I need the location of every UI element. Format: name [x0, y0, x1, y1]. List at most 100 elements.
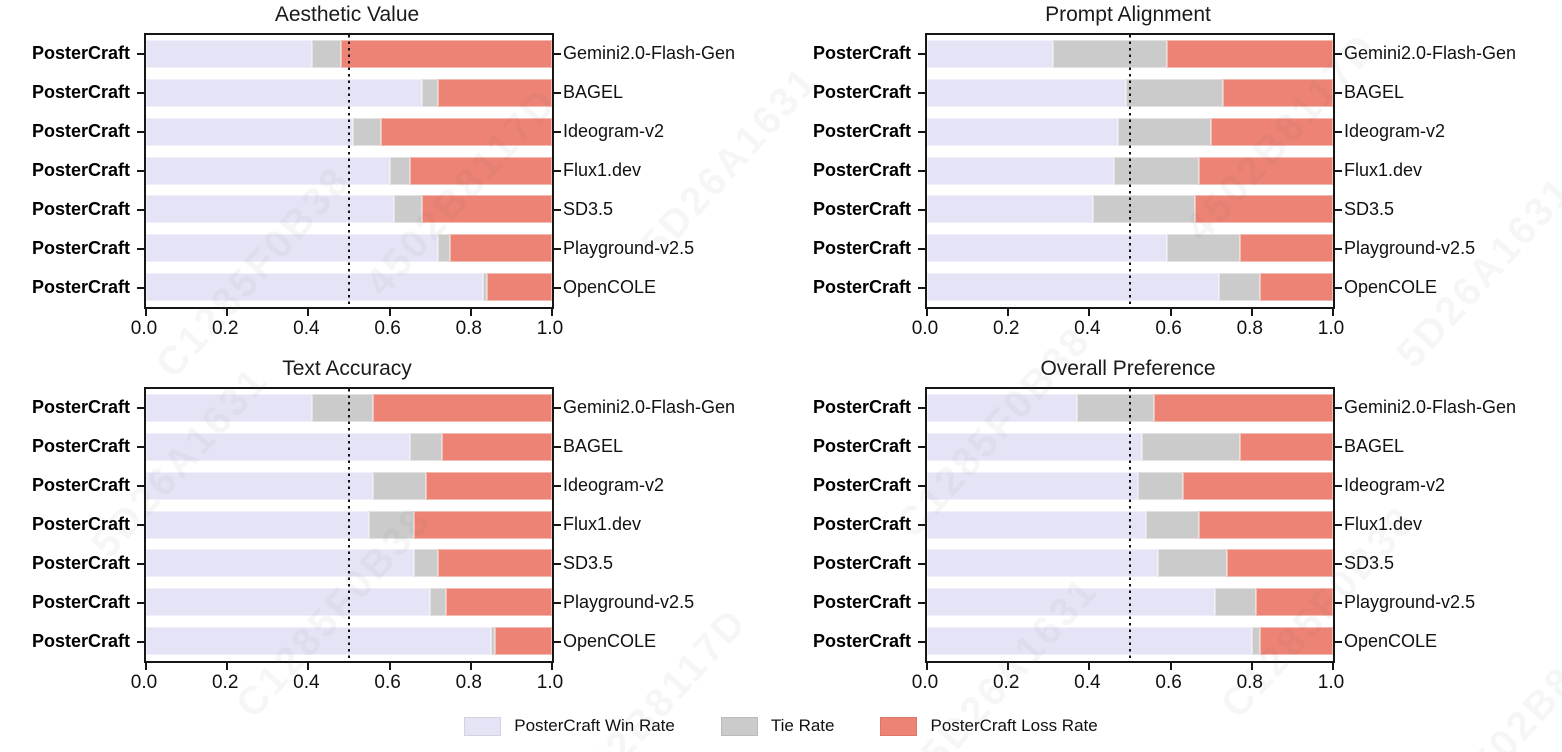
- bar-segment-win: [146, 117, 354, 146]
- row-label-postercraft: PosterCraft: [812, 475, 911, 496]
- row-label-postercraft: PosterCraft: [31, 160, 130, 180]
- y-tick-left: [918, 170, 925, 172]
- x-tick: [145, 307, 147, 316]
- bar-row: [146, 389, 552, 428]
- x-tick-labels: 0.0 0.2 0.4 0.6 0.8 1.0: [114, 317, 580, 341]
- bar-segment-win: [927, 78, 1126, 107]
- y-tick-left: [137, 131, 144, 134]
- x-tick: [307, 661, 310, 670]
- bar-segment-tie: [1215, 588, 1256, 617]
- stacked-bar: [146, 549, 552, 578]
- stacked-bar: [927, 195, 1333, 224]
- bar-segment-loss: [1223, 78, 1333, 107]
- x-tick-label: 0.6: [374, 672, 401, 693]
- bar-segment-tie: [1113, 156, 1199, 185]
- row-label-model: OpenCOLE: [1344, 276, 1438, 297]
- y-tick-left: [918, 286, 925, 289]
- stacked-bar: [146, 273, 552, 302]
- x-tick-label: 0.0: [130, 672, 158, 693]
- bar-row: [927, 152, 1333, 191]
- bar-segment-tie: [482, 273, 488, 302]
- bar-segment-win: [146, 549, 414, 578]
- row-label-postercraft: PosterCraft: [31, 237, 130, 258]
- y-tick-left: [918, 131, 925, 134]
- x-tick-label: 0.2: [992, 318, 1020, 339]
- stacked-bar: [927, 510, 1333, 539]
- bar-segment-win: [927, 471, 1139, 500]
- plot-area: [918, 33, 1342, 316]
- tie-rate-swatch: [720, 716, 758, 736]
- bar-segment-loss: [438, 78, 552, 107]
- x-tick: [926, 307, 928, 316]
- row-label-model: BAGEL: [563, 436, 624, 457]
- row-label-postercraft: PosterCraft: [812, 121, 911, 142]
- row-label-postercraft: PosterCraft: [812, 198, 911, 219]
- bar-segment-tie: [409, 432, 443, 461]
- row-label-postercraft: PosterCraft: [812, 630, 911, 651]
- reference-line: [1129, 35, 1131, 307]
- bar-segment-win: [927, 627, 1252, 656]
- x-tick-label: 0.6: [1155, 672, 1182, 693]
- row-label-postercraft: PosterCraft: [31, 475, 130, 496]
- bar-segment-tie: [1138, 471, 1183, 500]
- x-tick: [1332, 307, 1334, 316]
- row-label-postercraft: PosterCraft: [812, 237, 911, 258]
- row-label-model: SD3.5: [563, 198, 614, 219]
- row-label-postercraft: PosterCraft: [31, 630, 130, 651]
- y-tick-right: [554, 131, 561, 134]
- x-tick: [551, 307, 553, 316]
- bar-row: [927, 622, 1333, 661]
- bar-segment-tie: [312, 394, 374, 422]
- y-tick-left: [918, 485, 925, 488]
- x-tick-label: 0.4: [293, 318, 320, 339]
- row-label-postercraft: PosterCraft: [31, 198, 130, 219]
- bar-row: [146, 35, 552, 74]
- bar-segment-tie: [1125, 78, 1224, 107]
- bar-segment-loss: [1194, 195, 1333, 224]
- y-tick-right: [554, 247, 561, 250]
- row-label-model: Gemini2.0-Flash-Gen: [563, 397, 736, 418]
- bar-row: [927, 113, 1333, 152]
- stacked-bar: [146, 234, 552, 263]
- row-label-model: Ideogram-v2: [563, 475, 665, 496]
- bar-segment-tie: [1077, 394, 1155, 422]
- bar-segment-win: [146, 432, 410, 461]
- bar-segment-loss: [426, 471, 552, 500]
- bar-segment-tie: [430, 588, 447, 617]
- bar-segment-tie: [1093, 195, 1195, 224]
- x-tick-label: 1.0: [1317, 318, 1345, 339]
- chart-title: Aesthetic Value: [274, 3, 420, 26]
- row-label-postercraft: PosterCraft: [812, 552, 911, 573]
- bar-segment-tie: [369, 510, 414, 539]
- y-tick-right: [554, 170, 561, 172]
- x-tick-label: 0.2: [992, 672, 1020, 693]
- bar-segment-loss: [1199, 156, 1333, 185]
- x-tick: [226, 307, 229, 316]
- legend-label-loss: PosterCraft Loss Rate: [930, 716, 1098, 735]
- stacked-bar: [146, 195, 552, 224]
- row-label-postercraft: PosterCraft: [31, 591, 130, 612]
- stacked-bar: [146, 471, 552, 500]
- bar-segment-win: [146, 156, 390, 185]
- bar-segment-loss: [422, 195, 552, 224]
- y-tick-right: [1335, 247, 1342, 250]
- row-label-model: OpenCOLE: [563, 630, 657, 651]
- win-rate-swatch: [464, 716, 502, 736]
- bar-segment-win: [927, 117, 1118, 146]
- y-tick-right: [554, 53, 561, 56]
- bar-row: [927, 467, 1333, 506]
- bar-row: [927, 229, 1333, 268]
- stacked-bar: [146, 394, 552, 422]
- x-tick: [226, 661, 229, 670]
- y-tick-right: [1335, 170, 1342, 172]
- bar-segment-tie: [393, 195, 423, 224]
- row-label-model: Ideogram-v2: [1344, 475, 1446, 496]
- row-label-model: OpenCOLE: [563, 276, 657, 297]
- x-tick: [1250, 307, 1253, 316]
- x-tick-label: 0.8: [1236, 672, 1263, 693]
- stacked-bar: [146, 627, 552, 656]
- legend-label-tie: Tie Rate: [770, 716, 835, 735]
- legend-label-win: PosterCraft Win Rate: [514, 716, 675, 735]
- y-tick-right: [554, 208, 561, 211]
- y-tick-left: [918, 208, 925, 211]
